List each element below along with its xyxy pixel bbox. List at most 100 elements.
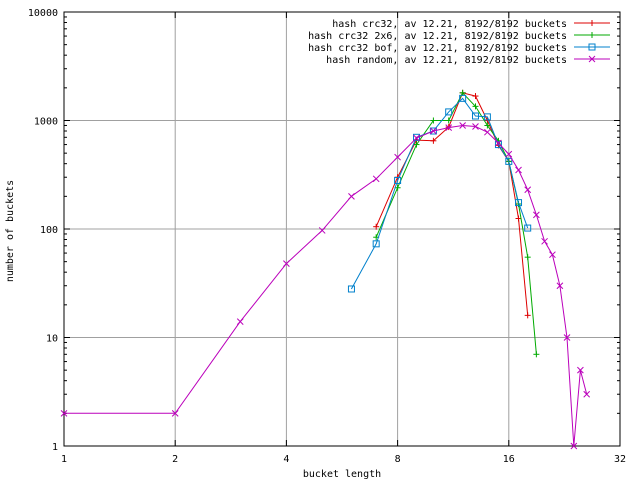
x-tick-label: 1 [61,454,67,465]
marker-stroke [430,127,437,135]
data-point [430,137,437,144]
y-tick-label: 10000 [28,8,58,19]
data-point [524,254,531,261]
data-point [171,409,179,417]
series-line [64,124,588,447]
marker-stroke [348,192,355,200]
data-point [412,133,420,141]
data-point [495,139,502,147]
marker-stroke [556,282,564,290]
data-point [430,127,437,135]
series-line [350,97,529,290]
marker-stroke [524,186,532,194]
marker-stroke [533,211,540,219]
series-line [375,92,529,316]
legend-marker [588,43,596,51]
tick-labels: 1 10 100 1000 10000 1 2 4 8 16 32 [28,8,626,465]
data-point [413,134,420,142]
marker-stroke [549,251,556,259]
data-point [563,334,571,341]
y-tick-label: 1 [52,442,58,453]
grid [64,12,620,446]
x-axis-label: bucket length [303,469,381,480]
legend-entry-3: hash crc32 bof, av 12.21, 8192/8192 buck… [308,43,610,54]
marker-stroke [459,122,467,129]
data-point [524,224,532,232]
data-point [429,127,437,135]
data-point [484,128,491,136]
data-point [505,150,513,158]
marker-stroke [541,237,548,245]
marker-stroke [515,166,522,174]
x-tick-label: 4 [283,454,289,465]
y-tick-label: 100 [40,225,58,236]
legend-label: hash crc32, av 12.21, 8192/8192 buckets [332,19,567,30]
data-point [347,285,355,293]
data-point [483,113,491,121]
data-point [524,312,531,319]
data-point [505,157,513,165]
data-point [541,237,548,245]
marker-stroke [60,409,68,417]
data-point [577,366,584,374]
data-point [394,176,402,184]
marker-stroke [505,150,513,158]
data-point [459,94,467,102]
data-point [459,122,467,129]
data-point [472,123,479,130]
data-point [515,166,522,174]
marker-stroke [563,334,571,341]
marker-stroke [472,123,479,130]
data-point [459,89,466,96]
marker-stroke [484,128,491,136]
data-point [445,108,453,116]
data-point [570,442,578,450]
legend: hash crc32, av 12.21, 8192/8192 bucketsh… [308,19,610,66]
marker-stroke [283,260,290,267]
data-point [413,141,420,148]
data-point [318,227,326,234]
data-point [445,117,452,124]
data-point [549,251,556,259]
data-point [445,124,453,131]
marker-stroke [236,318,244,325]
legend-entry-4: hash random, av 12.21, 8192/8192 buckets [326,55,610,66]
marker-stroke [577,366,584,374]
data-point [583,390,591,398]
x-tick-label: 8 [395,454,401,465]
marker-stroke [570,442,578,450]
legend-label: hash random, av 12.21, 8192/8192 buckets [326,55,567,66]
data-point [515,199,523,207]
y-axis-label: number of buckets [5,180,16,282]
legend-marker [589,20,595,26]
marker-stroke [583,390,591,398]
data-point [533,351,540,358]
data-point [430,117,437,124]
data-point [372,240,380,248]
legend-marker [589,32,595,38]
marker-stroke [588,55,596,63]
marker-stroke [394,153,401,161]
x-tick-label: 32 [614,454,626,465]
data-point [373,223,380,230]
data-point [60,409,68,417]
data-point [236,318,244,325]
axes [63,11,621,447]
legend-label: hash crc32 2x6, av 12.21, 8192/8192 buck… [308,31,567,42]
marker-stroke [445,124,453,131]
x-tick-label: 2 [172,454,178,465]
y-tick-label: 1000 [34,117,58,128]
data-point [372,175,380,183]
marker-stroke [495,139,502,147]
data-point [394,153,401,161]
series-3 [347,94,532,293]
data-point [524,186,532,194]
marker-stroke [171,409,179,417]
legend-entry-2: hash crc32 2x6, av 12.21, 8192/8192 buck… [308,31,610,42]
data-point [472,103,479,110]
x-tick-label: 16 [503,454,515,465]
data-point [472,93,479,100]
data-point [484,122,491,129]
